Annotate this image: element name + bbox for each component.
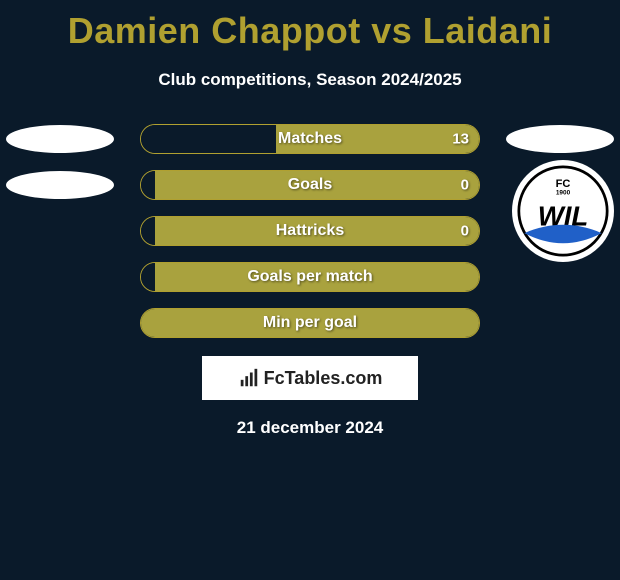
comparison-container: FC 1900 WIL Matches 13 Goals 0 xyxy=(0,124,620,338)
footer-brand-text: FcTables.com xyxy=(264,368,383,389)
stat-bar: Matches 13 xyxy=(140,124,480,154)
stat-bar: Goals per match xyxy=(140,262,480,292)
footer-date: 21 december 2024 xyxy=(0,418,620,438)
page-subtitle: Club competitions, Season 2024/2025 xyxy=(0,70,620,90)
stat-row: Goals per match xyxy=(0,262,620,292)
bar-segment-left xyxy=(141,263,155,291)
stat-row: Matches 13 xyxy=(0,124,620,154)
bar-segment-left xyxy=(141,309,479,337)
footer-brand-badge: FcTables.com xyxy=(202,356,418,400)
stat-row: Goals 0 xyxy=(0,170,620,200)
bar-segment-left xyxy=(141,217,155,245)
stat-row: Hattricks 0 xyxy=(0,216,620,246)
player-badge-left xyxy=(6,125,114,153)
bar-segment-right xyxy=(276,125,479,153)
bar-segment-left xyxy=(141,171,155,199)
stat-bar: Hattricks 0 xyxy=(140,216,480,246)
player-badge-left xyxy=(6,171,114,199)
stat-bar: Min per goal xyxy=(140,308,480,338)
page-title: Damien Chappot vs Laidani xyxy=(0,0,620,52)
bar-chart-icon xyxy=(238,367,260,389)
bar-segment-right xyxy=(155,217,479,245)
bar-segment-right xyxy=(155,263,479,291)
stat-bar: Goals 0 xyxy=(140,170,480,200)
bar-segment-left xyxy=(141,125,276,153)
player-badge-right xyxy=(506,125,614,153)
stat-row: Min per goal xyxy=(0,308,620,338)
bar-segment-right xyxy=(155,171,479,199)
